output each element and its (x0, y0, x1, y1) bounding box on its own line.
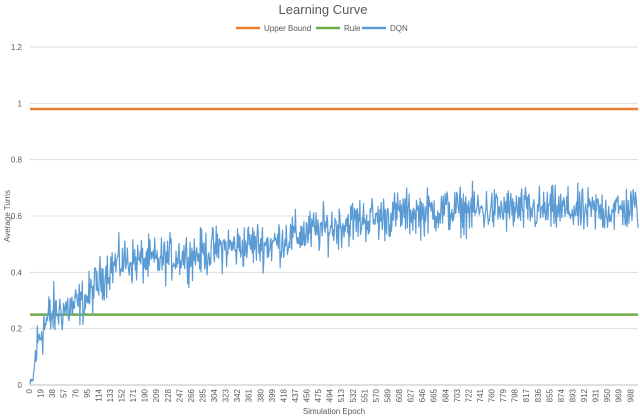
x-tick-label: 874 (557, 388, 566, 402)
y-tick-label: 0.2 (11, 325, 23, 334)
x-tick-label: 304 (210, 388, 219, 402)
x-tick-label: 722 (464, 388, 473, 402)
x-tick-label: 532 (349, 388, 358, 402)
x-tick-label: 988 (626, 388, 635, 402)
gridlines (30, 46, 638, 330)
y-tick-label: 0.4 (11, 268, 23, 277)
x-tick-label: 646 (418, 388, 427, 402)
x-tick-label: 285 (198, 388, 207, 402)
x-tick-label: 551 (360, 388, 369, 402)
x-tick-label: 817 (522, 388, 531, 402)
x-tick-label: 38 (48, 388, 57, 397)
x-tick-label: 361 (245, 388, 254, 402)
y-axis-ticks: 0 0.2 0.4 0.6 0.8 1 1.2 (11, 43, 23, 390)
chart-title: Learning Curve (279, 2, 368, 17)
x-tick-label: 190 (141, 388, 150, 402)
x-tick-label: 266 (187, 388, 196, 402)
legend-label-upper-bound: Upper Bound (264, 24, 311, 33)
x-tick-label: 418 (279, 388, 288, 402)
x-tick-label: 855 (545, 388, 554, 402)
x-axis-ticks: 0 19 38 57 76 95 114 133 152 171 190 209 228 247 266 28… (25, 388, 635, 402)
legend: Upper Bound Rule DQN (236, 24, 408, 33)
y-axis-label: Average Turns (3, 190, 12, 242)
y-tick-label: 0.6 (11, 212, 23, 221)
x-tick-label: 703 (453, 388, 462, 402)
x-axis-label: Simulation Epoch (303, 407, 365, 416)
x-tick-label: 76 (71, 388, 80, 397)
y-tick-label: 0 (18, 381, 23, 390)
x-tick-label: 475 (314, 388, 323, 402)
x-tick-label: 342 (233, 388, 242, 402)
x-tick-label: 133 (106, 388, 115, 402)
x-tick-label: 931 (592, 388, 601, 402)
x-tick-label: 19 (37, 388, 46, 397)
x-tick-label: 665 (430, 388, 439, 402)
x-tick-label: 893 (568, 388, 577, 402)
x-tick-label: 684 (441, 388, 450, 402)
x-tick-label: 399 (268, 388, 277, 402)
x-tick-label: 513 (337, 388, 346, 402)
x-tick-label: 779 (499, 388, 508, 402)
x-tick-label: 627 (407, 388, 416, 402)
x-tick-label: 114 (94, 388, 103, 401)
x-tick-label: 798 (511, 388, 520, 402)
x-tick-label: 380 (256, 388, 265, 402)
x-tick-label: 608 (395, 388, 404, 402)
x-tick-label: 760 (488, 388, 497, 402)
x-tick-label: 323 (222, 388, 231, 402)
x-tick-label: 570 (372, 388, 381, 402)
y-tick-label: 0.8 (11, 156, 23, 165)
x-tick-label: 969 (615, 388, 624, 402)
x-tick-label: 912 (580, 388, 589, 402)
x-tick-label: 152 (118, 388, 127, 402)
x-tick-label: 950 (603, 388, 612, 402)
x-tick-label: 836 (534, 388, 543, 402)
y-tick-label: 1 (18, 99, 23, 108)
y-tick-label: 1.2 (11, 43, 23, 52)
x-tick-label: 247 (175, 388, 184, 402)
x-tick-label: 494 (326, 388, 335, 402)
legend-label-rule: Rule (344, 24, 361, 33)
x-tick-label: 209 (152, 388, 161, 402)
x-tick-label: 171 (129, 388, 138, 402)
x-tick-label: 589 (383, 388, 392, 402)
x-tick-label: 57 (60, 388, 69, 397)
legend-label-dqn: DQN (390, 24, 408, 33)
x-tick-label: 456 (303, 388, 312, 402)
x-tick-label: 741 (476, 388, 485, 402)
x-tick-label: 228 (164, 388, 173, 402)
x-tick-label: 95 (83, 388, 92, 397)
series-line-dqn (29, 180, 639, 385)
series-lines (29, 107, 639, 385)
x-tick-label: 0 (25, 388, 34, 393)
x-tick-label: 437 (291, 388, 300, 402)
